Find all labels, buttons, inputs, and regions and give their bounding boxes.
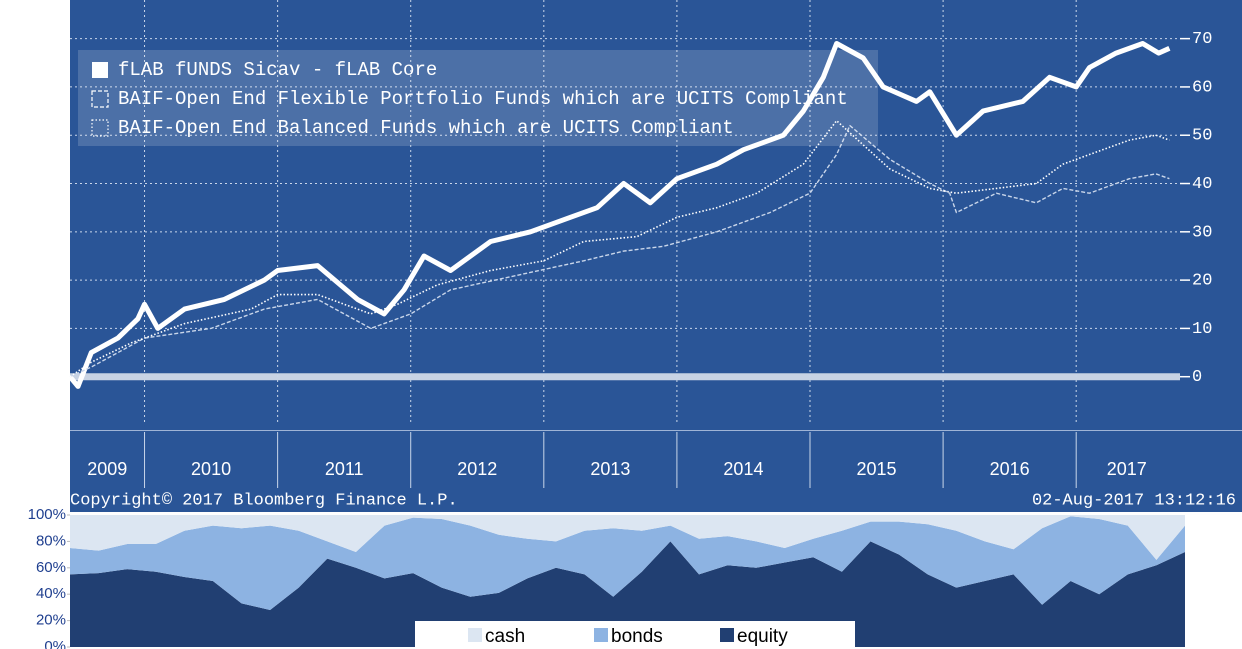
y-tick-label: 0% <box>44 638 66 649</box>
y-tick-label: 100% <box>28 506 66 523</box>
legend-box <box>78 50 878 146</box>
axis-separator <box>70 430 1242 431</box>
bloomberg-panel <box>70 0 1242 512</box>
timestamp: 02-Aug-2017 13:12:16 <box>1032 491 1236 510</box>
y-tick-label: 40 <box>1192 175 1212 194</box>
series-line <box>69 124 1170 378</box>
y-tick-label: 40% <box>36 585 66 602</box>
legend-swatch <box>91 90 109 108</box>
y-tick-label: 20% <box>36 612 66 629</box>
y-tick-label: 50 <box>1192 127 1212 146</box>
x-tick-label: 2014 <box>723 459 763 479</box>
legend-swatch <box>468 628 482 642</box>
legend-box <box>415 621 855 649</box>
series-line <box>69 119 1170 378</box>
y-tick-label: 10 <box>1192 320 1212 339</box>
x-tick-label: 2016 <box>990 459 1030 479</box>
x-tick-label: 2015 <box>857 459 897 479</box>
legend-swatch <box>720 628 734 642</box>
legend-swatch <box>594 628 608 642</box>
x-tick-label: 2017 <box>1107 459 1147 479</box>
legend-label: fLAB fUNDS Sicav - fLAB Core <box>118 59 437 81</box>
legend-swatch <box>91 119 109 137</box>
y-tick-label: 30 <box>1192 223 1212 242</box>
legend-label: BAIF-Open End Balanced Funds which are U… <box>118 117 734 139</box>
y-tick-label: 20 <box>1192 272 1212 291</box>
legend-label: cash <box>485 626 525 647</box>
area <box>70 515 1185 560</box>
legend-swatch <box>92 62 108 78</box>
y-tick-label: 70 <box>1192 30 1212 49</box>
x-tick-label: 2010 <box>191 459 231 479</box>
legend-label: equity <box>737 626 788 647</box>
y-tick-label: 60% <box>36 559 66 576</box>
x-tick-label: 2009 <box>87 459 127 479</box>
legend-label: bonds <box>611 626 663 647</box>
y-tick-label: 0 <box>1192 368 1202 387</box>
x-tick-label: 2012 <box>457 459 497 479</box>
x-tick-label: 2013 <box>590 459 630 479</box>
y-tick-label: 80% <box>36 532 66 549</box>
copyright: Copyright© 2017 Bloomberg Finance L.P. <box>70 491 458 510</box>
y-tick-label: 60 <box>1192 78 1212 97</box>
area <box>70 541 1185 647</box>
series-line <box>68 41 1171 389</box>
area <box>70 516 1185 610</box>
legend-label: BAIF-Open End Flexible Portfolio Funds w… <box>118 88 848 110</box>
x-tick-label: 2011 <box>325 459 364 479</box>
